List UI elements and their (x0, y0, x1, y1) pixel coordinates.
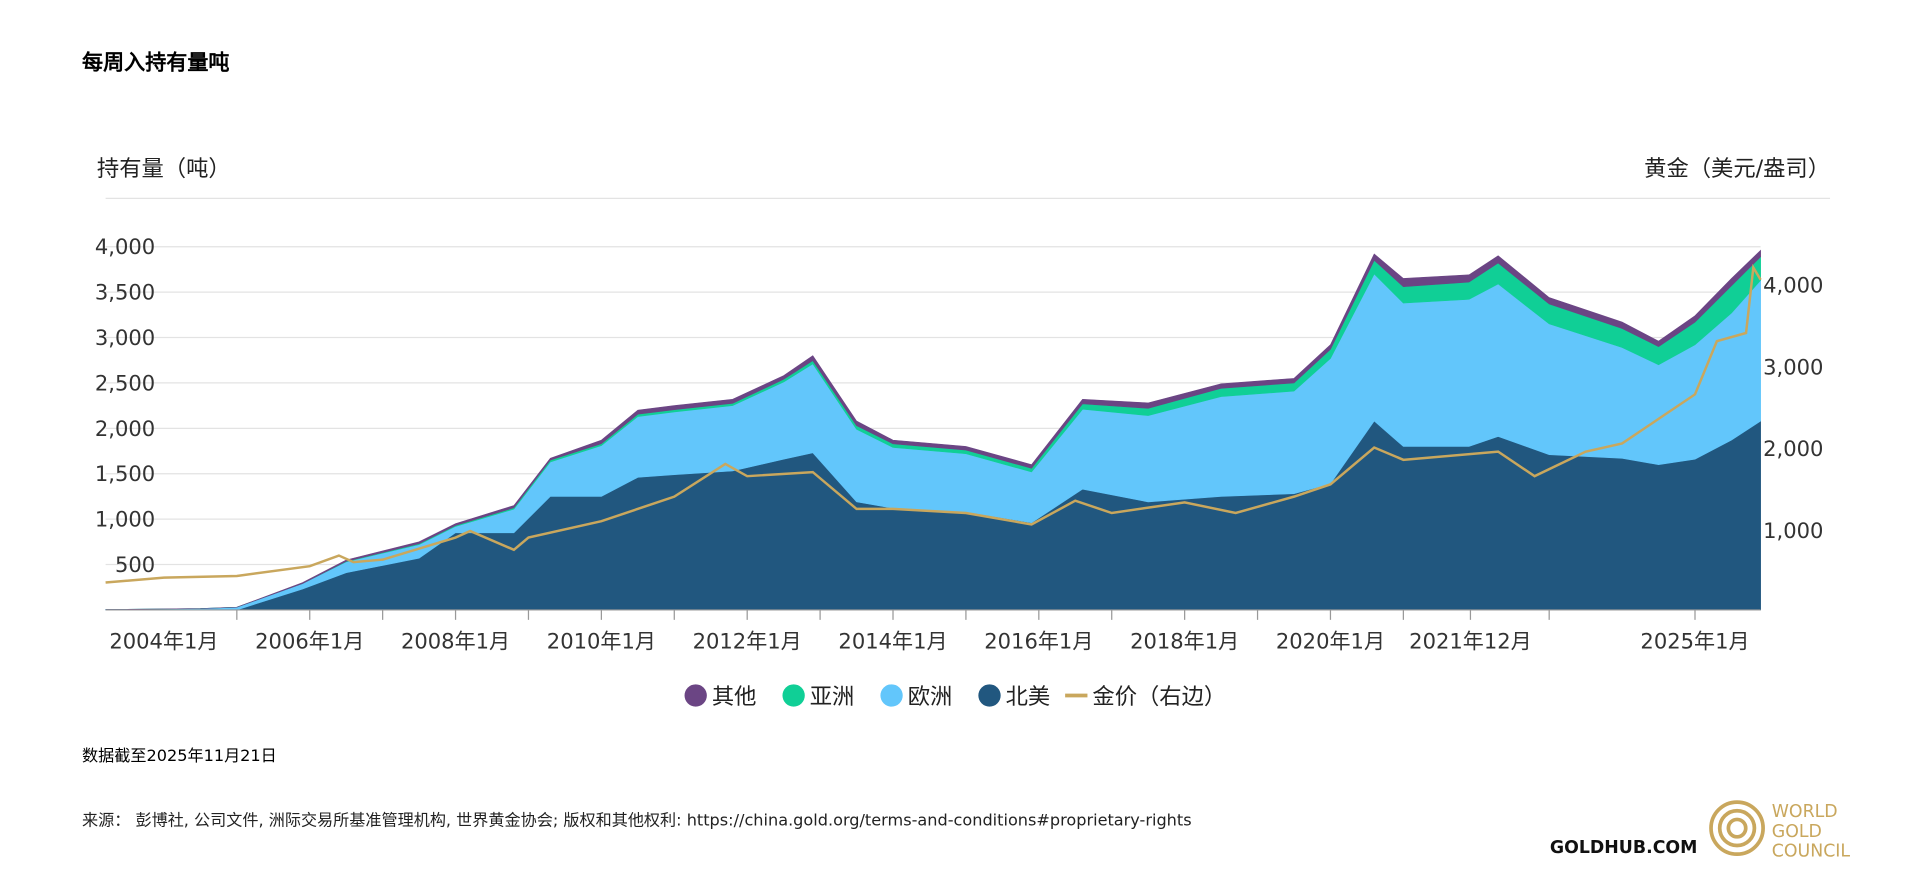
axes: 500 1,000 1,500 2,000 2,500 3,000 3,500 4,000 1,… (95, 234, 1824, 653)
world-gold-council-logo: WORLD GOLD COUNCIL (1709, 800, 1851, 862)
legend-label: 北美 (1006, 684, 1051, 710)
legend-label: 欧洲 (908, 684, 953, 710)
x-tick-label: 2006年1月 (255, 628, 364, 653)
y-tick-label: 3,000 (95, 325, 155, 350)
y-tick-label: 2,500 (95, 370, 155, 395)
y2-tick-label: 1,000 (1763, 518, 1823, 543)
area-other (105, 249, 1761, 610)
legend-swatch-dot (684, 684, 707, 707)
y-tick-label: 1,000 (95, 507, 155, 532)
y-tick-label: 3,500 (95, 280, 155, 305)
right-axis-title: 黄金（美元/盎司） (1644, 156, 1830, 182)
stacked-areas (105, 249, 1761, 611)
x-tick-label: 2008年1月 (401, 628, 510, 653)
x-tick-label: 2020年1月 (1276, 628, 1385, 653)
gold-price-line-group (105, 263, 1762, 584)
chart-title: 每周入持有量吨 (82, 49, 229, 74)
y-tick-label: 4,000 (95, 234, 155, 259)
goldhub-link[interactable]: GOLDHUB.COM (1550, 838, 1698, 858)
y2-tick-label: 2,000 (1763, 436, 1823, 461)
legend: 其他 亚洲 欧洲 北美 金价（右边） (684, 684, 1226, 710)
legend-label: 亚洲 (810, 684, 855, 710)
left-axis-title: 持有量（吨） (97, 156, 231, 182)
svg-text:GOLD: GOLD (1772, 822, 1822, 842)
legend-label: 金价（右边） (1092, 684, 1226, 710)
y-tick-label: 1,500 (95, 461, 155, 486)
x-tick-label: 2012年1月 (693, 628, 802, 653)
gold-price-line (105, 263, 1762, 584)
y2-tick-label: 4,000 (1763, 273, 1823, 298)
y-tick-label: 500 (115, 552, 155, 577)
data-date-note: 数据截至2025年11月21日 (82, 746, 277, 765)
legend-label: 其他 (712, 684, 757, 710)
x-tick-label: 2018年1月 (1130, 628, 1239, 653)
x-tick-label: 2016年1月 (984, 628, 1093, 653)
x-tick-label: 2021年12月 (1409, 628, 1532, 653)
x-tick-label: 2025年1月 (1640, 628, 1749, 653)
x-tick-label: 2010年1月 (547, 628, 656, 653)
legend-swatch-dot (782, 684, 805, 707)
svg-text:WORLD: WORLD (1772, 802, 1838, 822)
legend-swatch-dot (978, 684, 1001, 707)
source-note: 来源： 彭博社, 公司文件, 洲际交易所基准管理机构, 世界黄金协会; 版权和其… (82, 811, 1192, 830)
x-tick-label: 2004年1月 (109, 628, 218, 653)
svg-text:COUNCIL: COUNCIL (1772, 842, 1851, 862)
x-tick-label: 2014年1月 (838, 628, 947, 653)
y2-tick-label: 3,000 (1763, 354, 1823, 379)
legend-swatch-dot (880, 684, 903, 707)
y-tick-label: 2,000 (95, 416, 155, 441)
